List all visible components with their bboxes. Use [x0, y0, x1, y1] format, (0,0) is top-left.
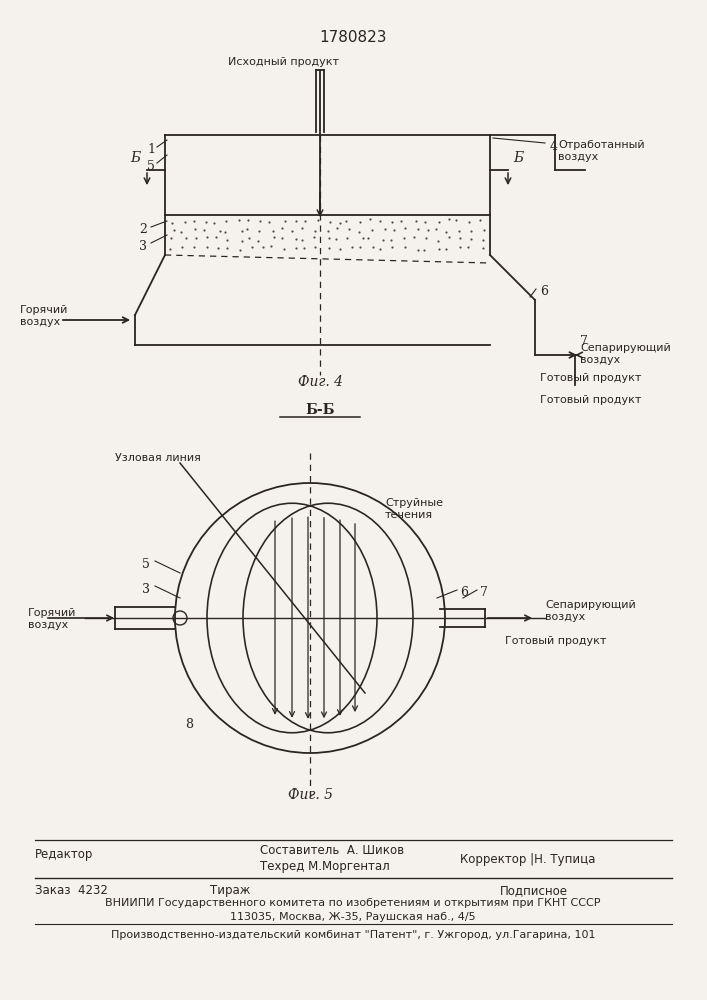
Text: Исходный продукт: Исходный продукт — [228, 57, 339, 67]
Text: 3: 3 — [142, 583, 150, 596]
Text: Фиг. 5: Фиг. 5 — [288, 788, 332, 802]
Text: Фиг. 4: Фиг. 4 — [298, 375, 342, 389]
Text: Струйные
течения: Струйные течения — [385, 498, 443, 520]
Text: Производственно-издательский комбинат "Патент", г. Ужгород, ул.Гагарина, 101: Производственно-издательский комбинат "П… — [111, 930, 595, 940]
Text: ВНИИПИ Государственного комитета по изобретениям и открытиям при ГКНТ СССР: ВНИИПИ Государственного комитета по изоб… — [105, 898, 601, 908]
Text: 6: 6 — [460, 586, 468, 599]
Text: Отработанный
воздух: Отработанный воздух — [558, 140, 645, 162]
Text: Б: Б — [513, 151, 523, 165]
Text: Заказ  4232: Заказ 4232 — [35, 884, 108, 897]
Text: Сепарирующий
воздух: Сепарирующий воздух — [545, 600, 636, 622]
Text: 4: 4 — [550, 140, 558, 153]
Text: Б: Б — [130, 151, 140, 165]
Text: 113035, Москва, Ж-35, Раушская наб., 4/5: 113035, Москва, Ж-35, Раушская наб., 4/5 — [230, 912, 476, 922]
Text: Корректор |Н. Тупица: Корректор |Н. Тупица — [460, 853, 595, 866]
Text: Готовый продукт: Готовый продукт — [540, 373, 641, 383]
Text: Горячий
воздух: Горячий воздух — [28, 608, 76, 630]
Text: 7: 7 — [480, 586, 488, 599]
Text: Узловая линия: Узловая линия — [115, 453, 201, 463]
Text: Сепарирующий
воздух: Сепарирующий воздух — [580, 343, 671, 365]
Text: Тираж: Тираж — [210, 884, 250, 897]
Text: Техред М.Моргентал: Техред М.Моргентал — [260, 860, 390, 873]
Text: 6: 6 — [540, 285, 548, 298]
Text: 5: 5 — [147, 160, 155, 173]
Text: 2: 2 — [139, 223, 147, 236]
Text: 7: 7 — [580, 335, 588, 348]
Text: Готовый продукт: Готовый продукт — [505, 636, 607, 646]
Text: Подписное: Подписное — [500, 884, 568, 897]
Text: Горячий
воздух: Горячий воздух — [20, 305, 69, 327]
Text: 1780823: 1780823 — [320, 30, 387, 45]
Text: Готовый продукт: Готовый продукт — [540, 395, 641, 405]
Text: Редактор: Редактор — [35, 848, 93, 861]
Text: 3: 3 — [139, 240, 147, 253]
Text: Б-Б: Б-Б — [305, 403, 334, 417]
Text: 1: 1 — [147, 143, 155, 156]
Text: 5: 5 — [142, 558, 150, 571]
Text: 8: 8 — [185, 718, 193, 731]
Text: Составитель  А. Шиков: Составитель А. Шиков — [260, 844, 404, 857]
